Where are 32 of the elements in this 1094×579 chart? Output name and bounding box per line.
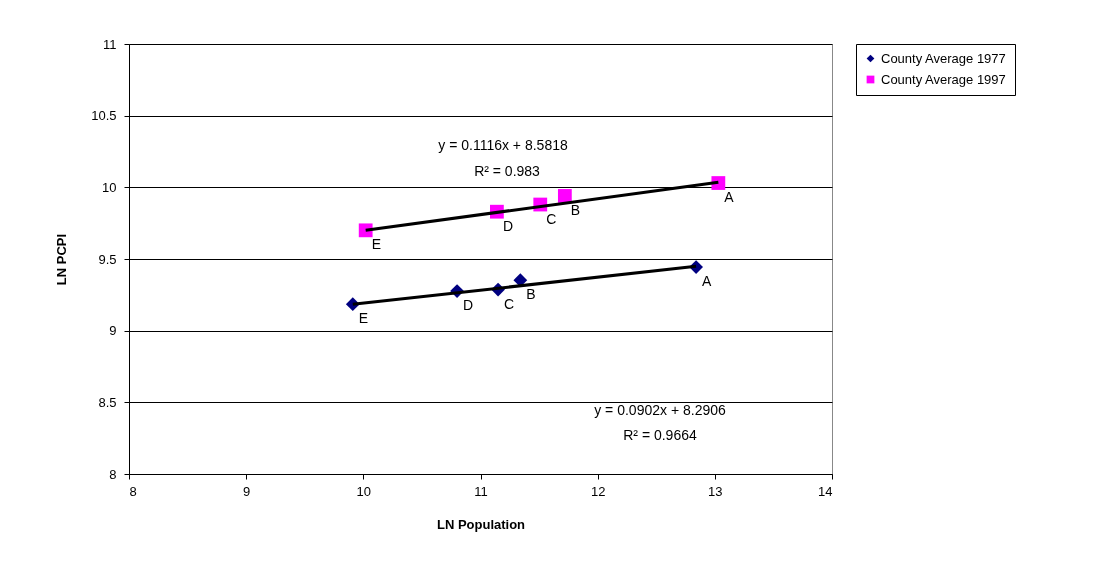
x-tick-label: 14 [818, 483, 833, 499]
y-tick-label: 10 [102, 179, 117, 195]
y-tick-label: 9.5 [98, 251, 117, 267]
y-tick-label: 8.5 [98, 394, 117, 410]
data-label: E [371, 236, 382, 253]
data-label: B [570, 201, 581, 218]
y-tick-label: 10.5 [91, 108, 117, 124]
data-label: A [724, 189, 735, 206]
legend-label: County Average 1977 [881, 50, 1006, 66]
x-tick-label: 11 [474, 483, 488, 499]
annotation: y = 0.1116x + 8.5818 [438, 137, 568, 153]
annotation: R² = 0.9664 [623, 427, 697, 443]
y-axis-title: LN PCPI [54, 233, 70, 286]
x-tick-label: 13 [708, 483, 723, 499]
annotation: R² = 0.983 [474, 163, 541, 179]
data-label: C [504, 295, 515, 312]
x-tick-label: 9 [243, 483, 251, 499]
x-tick-label: 12 [590, 483, 606, 499]
x-tick-label: 8 [129, 483, 137, 499]
data-label: A [702, 273, 713, 290]
y-tick-label: 9 [109, 323, 117, 339]
x-axis-title: LN Population [436, 516, 526, 532]
x-tick-label: 10 [356, 483, 372, 499]
data-label: B [526, 286, 536, 303]
data-label: D [463, 297, 474, 314]
y-tick-label: 8 [109, 466, 117, 482]
legend-label: County Average 1997 [881, 71, 1006, 87]
data-label: E [358, 310, 369, 327]
data-label: C [546, 210, 557, 227]
annotation: y = 0.0902x + 8.2906 [594, 402, 726, 418]
y-tick-label: 11 [103, 36, 117, 52]
data-label: D [502, 217, 514, 234]
